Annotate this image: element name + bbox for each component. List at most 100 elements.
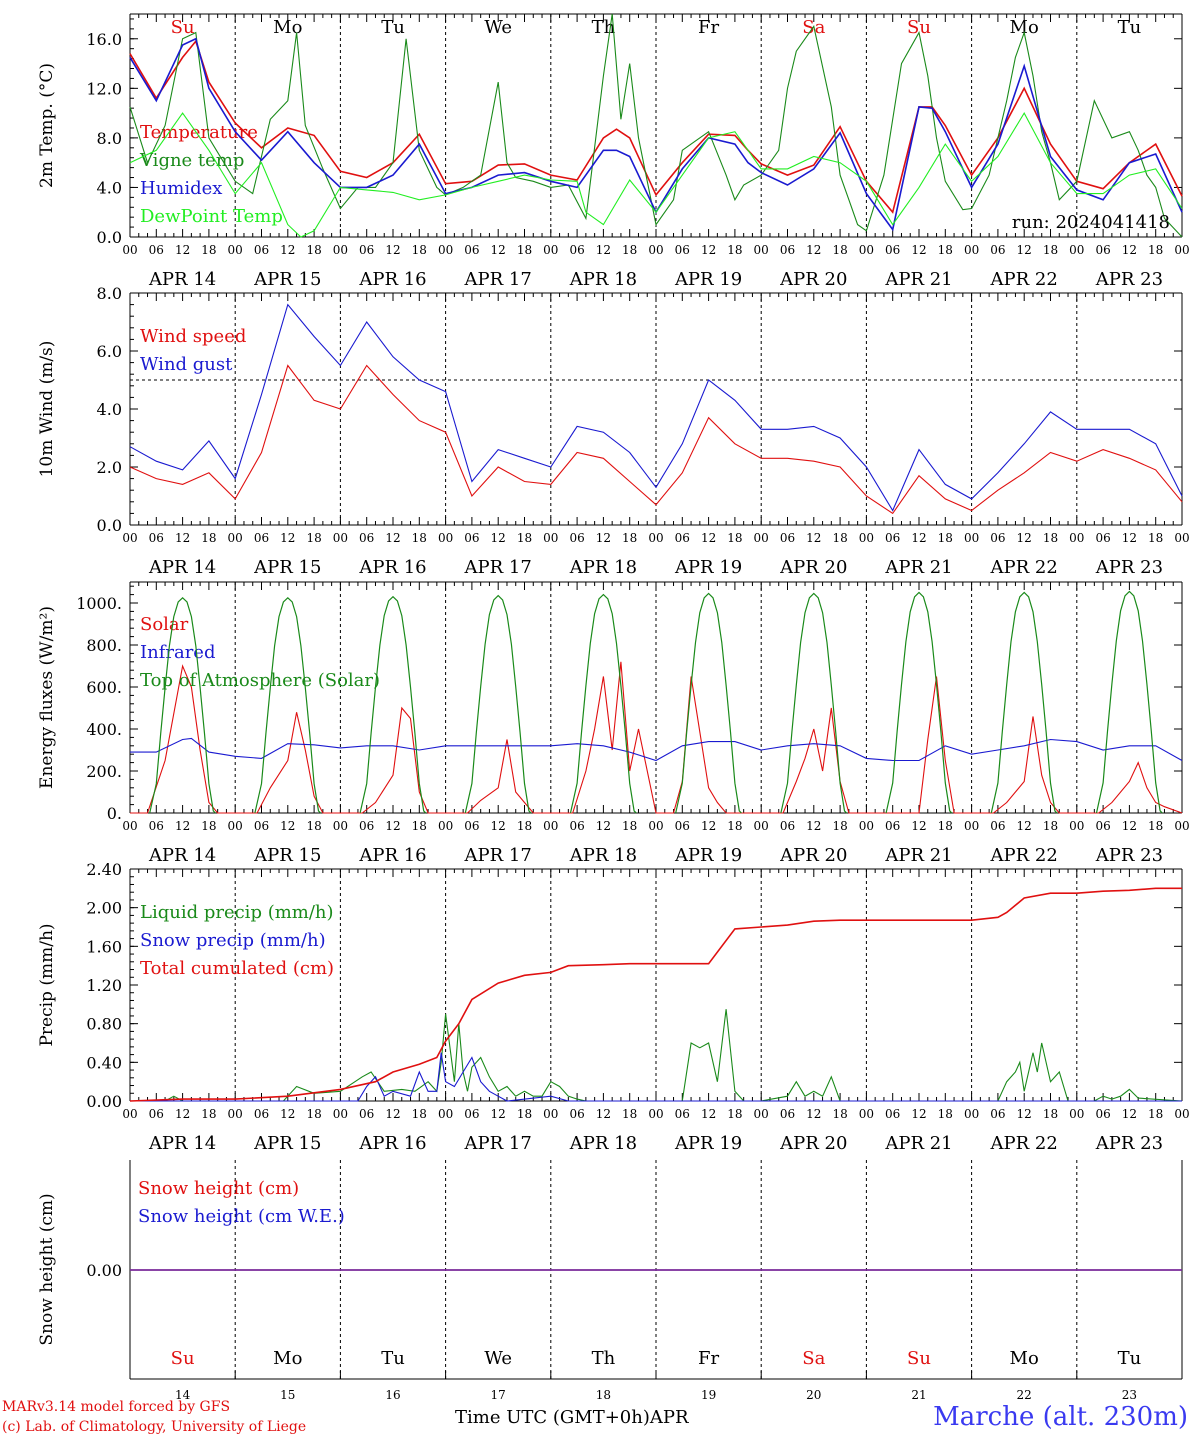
hour-tick-label: 12 <box>491 819 506 833</box>
hour-tick-label: 18 <box>938 1107 953 1121</box>
weekday-label: Fr <box>698 1348 719 1369</box>
hour-tick-label: 18 <box>727 531 742 545</box>
series-line-infrared <box>130 737 1183 762</box>
footer-axis-title: Time UTC (GMT+0h)APR <box>455 1407 689 1428</box>
weekday-label: Fr <box>698 17 719 38</box>
weekday-label: Su <box>171 17 195 38</box>
hour-tick-label: 00 <box>228 243 243 257</box>
series-line-wind-gust <box>129 303 1183 512</box>
date-label: APR 18 <box>569 557 637 578</box>
legend-entry: Total cumulated (cm) <box>140 958 334 979</box>
hour-tick-label: 00 <box>964 1107 979 1121</box>
hour-tick-label: 00 <box>543 531 558 545</box>
date-label: APR 17 <box>464 845 532 866</box>
hour-tick-label: 00 <box>333 819 348 833</box>
y-axis-title: Precip (mm/h) <box>37 923 57 1046</box>
day-number-label: 22 <box>1017 1388 1032 1402</box>
legend-entry: Top of Atmosphere (Solar) <box>140 670 380 691</box>
hour-tick-label: 12 <box>491 531 506 545</box>
y-tick-label: 0.40 <box>86 1053 122 1072</box>
panel-2: 00 06 12 18 00 06 12 18 00 06 12 18 00 06 12 18 00 06 12 18… <box>37 284 1190 578</box>
hour-tick-label: 12 <box>175 243 190 257</box>
day-number-label: 19 <box>701 1388 716 1402</box>
hour-tick-label: 06 <box>359 1107 374 1121</box>
hour-tick-label: 06 <box>1095 819 1110 833</box>
hour-tick-label: 12 <box>701 243 716 257</box>
hour-tick-label: 18 <box>517 531 532 545</box>
hour-tick-label: 00 <box>648 1107 663 1121</box>
date-label: APR 18 <box>569 269 637 290</box>
hour-tick-label: 00 <box>964 531 979 545</box>
hour-tick-label: 18 <box>517 819 532 833</box>
hour-tick-label: 18 <box>622 531 637 545</box>
hour-tick-label: 06 <box>464 243 479 257</box>
hour-tick-label: 12 <box>280 819 295 833</box>
hour-tick-label: 00 <box>333 243 348 257</box>
series-line-vigne-temp <box>129 13 1183 238</box>
hour-tick-label: 00 <box>333 531 348 545</box>
weekday-label: Mo <box>273 1348 302 1369</box>
hour-tick-label: 18 <box>1043 1107 1058 1121</box>
hour-tick-label: 00 <box>964 819 979 833</box>
hour-tick-label: 12 <box>701 1107 716 1121</box>
hour-tick-label: 18 <box>412 1107 427 1121</box>
day-number-label: 15 <box>280 1388 295 1402</box>
hour-tick-label: 06 <box>780 1107 795 1121</box>
date-label: APR 22 <box>990 557 1058 578</box>
hour-tick-label: 00 <box>1069 531 1084 545</box>
hour-tick-label: 12 <box>806 531 821 545</box>
hour-tick-label: 18 <box>832 531 847 545</box>
hour-tick-label: 00 <box>1069 243 1084 257</box>
weekday-label: Tu <box>381 1348 405 1369</box>
hour-tick-label: 18 <box>727 243 742 257</box>
date-label: APR 17 <box>464 269 532 290</box>
date-label: APR 19 <box>674 269 742 290</box>
series-line-toa-day-3 <box>359 595 427 814</box>
y-tick-label: 400. <box>86 720 122 739</box>
date-label: APR 15 <box>253 557 321 578</box>
series-line-dewpoint-temp <box>129 111 1183 238</box>
hour-tick-label: 00 <box>438 1107 453 1121</box>
hour-tick-label: 06 <box>1095 1107 1110 1121</box>
hour-tick-label: 18 <box>1043 531 1058 545</box>
hour-tick-label: 06 <box>990 819 1005 833</box>
day-number-label: 16 <box>385 1388 400 1402</box>
legend-entry: DewPoint Temp <box>140 206 283 227</box>
date-label: APR 20 <box>779 845 847 866</box>
hour-tick-label: 18 <box>412 531 427 545</box>
hour-tick-label: 12 <box>280 243 295 257</box>
panel-1: 00 06 12 18 00 06 12 18 00 06 12 18 00 06 12 18 00 06 12 18… <box>37 13 1190 290</box>
weekday-label: We <box>484 17 512 38</box>
hour-tick-label: 18 <box>938 243 953 257</box>
panel-3: 00 06 12 18 00 06 12 18 00 06 12 18 00 06 12 18 00 06 12 18… <box>37 581 1190 866</box>
hour-tick-label: 18 <box>201 243 216 257</box>
hour-tick-label: 18 <box>727 819 742 833</box>
date-label: APR 16 <box>358 845 426 866</box>
hour-tick-label: 12 <box>280 531 295 545</box>
hour-tick-label: 12 <box>596 1107 611 1121</box>
y-tick-label: 1000. <box>76 594 122 613</box>
legend-entry: Snow height (cm) <box>138 1178 299 1199</box>
hour-tick-label: 00 <box>754 1107 769 1121</box>
hour-tick-label: 00 <box>1069 819 1084 833</box>
hour-tick-label: 06 <box>149 531 164 545</box>
y-tick-label: 0.0 <box>97 228 122 247</box>
hour-tick-label: 18 <box>1148 531 1163 545</box>
y-axis-title: 10m Wind (m/s) <box>37 341 57 478</box>
hour-tick-label: 12 <box>701 531 716 545</box>
day-number-label: 20 <box>806 1388 821 1402</box>
x-axis-month: APR <box>649 1407 689 1428</box>
hour-tick-label: 12 <box>911 819 926 833</box>
footer-model-text: MARv3.14 model forced by GFS <box>2 1399 231 1415</box>
hour-tick-label: 00 <box>1174 243 1189 257</box>
y-axis-title: Energy fluxes (W/m²) <box>37 606 57 789</box>
legend-entry: Solar <box>140 614 189 635</box>
hour-tick-label: 18 <box>938 531 953 545</box>
hour-tick-label: 06 <box>254 1107 269 1121</box>
hour-tick-label: 18 <box>622 243 637 257</box>
hour-tick-label: 06 <box>780 819 795 833</box>
weekday-label: Tu <box>1118 17 1142 38</box>
y-tick-label: 6.0 <box>97 342 122 361</box>
y-tick-label: 0. <box>107 804 122 823</box>
hour-tick-label: 12 <box>596 819 611 833</box>
